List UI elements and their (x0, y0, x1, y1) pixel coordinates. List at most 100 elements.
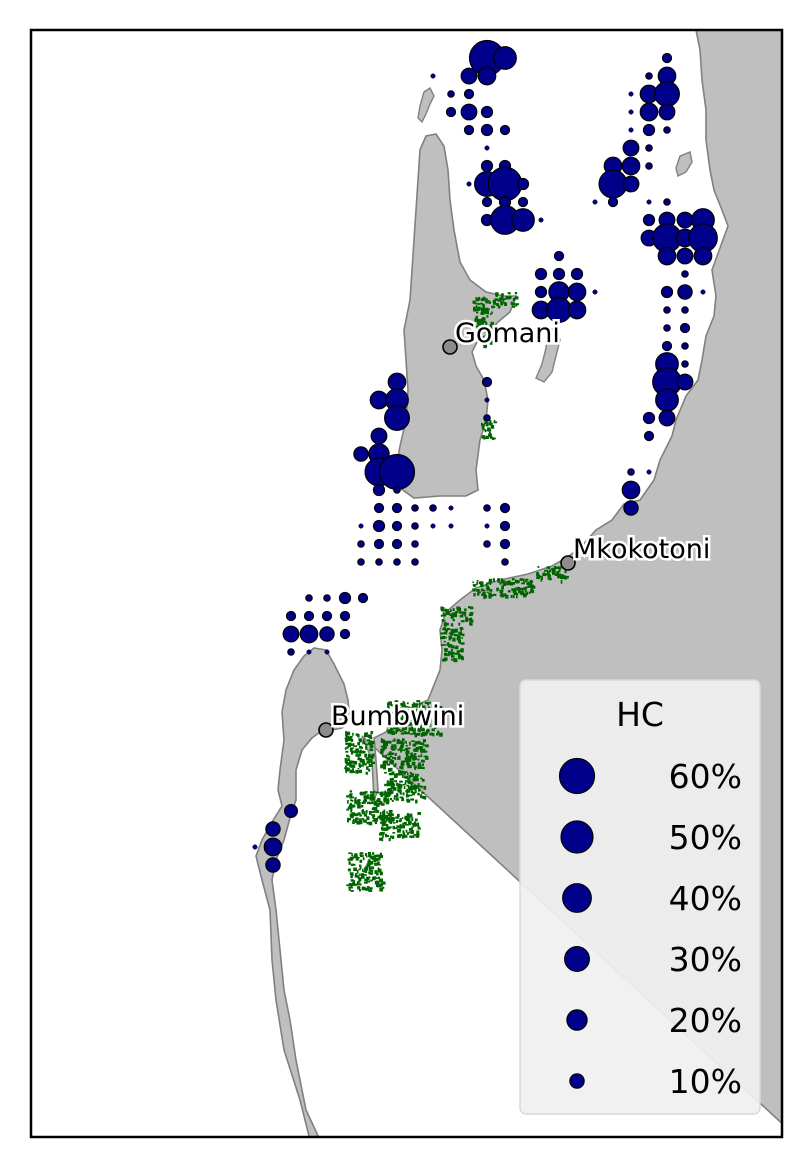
mangrove-pixel (349, 872, 354, 875)
mangrove-pixel (396, 719, 400, 722)
mangrove-pixel (357, 886, 361, 890)
legend-marker (562, 883, 592, 913)
mangrove-pixel (393, 714, 396, 718)
mangrove-pixel (410, 714, 415, 717)
hc-bubble (676, 373, 694, 391)
hc-bubble (693, 246, 713, 266)
mangrove-pixel (391, 777, 395, 781)
mangrove-pixel (368, 821, 373, 826)
mangrove-pixel (351, 812, 356, 816)
mangrove-pixel (358, 763, 361, 768)
legend-label: 40% (669, 879, 742, 918)
hc-bubble (592, 199, 598, 205)
mangrove-pixel (361, 876, 364, 878)
mangrove-pixel (407, 706, 410, 708)
mangrove-pixel (427, 719, 430, 724)
mangrove-pixel (380, 821, 383, 824)
mangrove-pixel (488, 581, 492, 584)
mangrove-pixel (410, 783, 413, 788)
mangrove-pixel (408, 727, 411, 731)
mangrove-pixel (484, 343, 487, 345)
mangrove-pixel (486, 585, 489, 589)
mangrove-pixel (408, 775, 411, 779)
mangrove-pixel (357, 756, 360, 759)
hc-bubble (447, 90, 455, 98)
mangrove-pixel (379, 884, 382, 888)
mangrove-pixel (423, 732, 428, 736)
mangrove-pixel (460, 620, 465, 623)
mangrove-pixel (556, 571, 559, 574)
legend-marker (564, 946, 590, 972)
mangrove-pixel (481, 588, 484, 591)
mangrove-pixel (358, 879, 361, 883)
mangrove-pixel (479, 581, 484, 586)
mangrove-pixel (346, 754, 349, 758)
mangrove-pixel (347, 743, 351, 747)
mangrove-pixel (542, 573, 547, 577)
mangrove-pixel (359, 883, 362, 886)
mangrove-pixel (381, 881, 386, 885)
mangrove-pixel (407, 781, 411, 784)
mangrove-pixel (352, 804, 355, 808)
mangrove-pixel (402, 742, 405, 745)
mangrove-pixel (501, 585, 504, 590)
mangrove-pixel (524, 580, 527, 583)
mangrove-pixel (443, 622, 447, 627)
mangrove-pixel (417, 758, 420, 761)
mangrove-pixel (503, 298, 506, 301)
mangrove-pixel (412, 793, 416, 796)
hc-bubble (448, 523, 454, 529)
mangrove-pixel (398, 740, 400, 744)
hc-bubble (622, 175, 640, 193)
mangrove-pixel (387, 721, 392, 725)
mangrove-pixel (379, 887, 384, 892)
mangrove-pixel (357, 758, 360, 761)
mangrove-pixel (486, 310, 489, 314)
mangrove-pixel (463, 611, 467, 615)
hc-bubble (622, 139, 640, 157)
mangrove-pixel (443, 640, 446, 643)
mangrove-pixel (530, 587, 534, 590)
mangrove-pixel (372, 820, 376, 822)
mangrove-pixel (368, 802, 372, 805)
mangrove-pixel (478, 323, 482, 326)
hc-bubble (375, 558, 383, 566)
mangrove-pixel (423, 748, 426, 752)
legend-marker (558, 757, 596, 795)
hc-bubble (372, 519, 386, 533)
hc-bubble (265, 857, 281, 873)
town-gomani: Gomani (442, 316, 562, 355)
hc-bubble (429, 504, 437, 512)
mangrove-pixel (431, 719, 435, 724)
mangrove-pixel (393, 788, 396, 791)
mangrove-pixel (406, 816, 410, 820)
mangrove-pixel (395, 816, 399, 819)
mangrove-pixel (399, 746, 403, 749)
mangrove-pixel (480, 326, 484, 331)
mangrove-pixel (419, 746, 423, 749)
hc-bubble (628, 91, 634, 97)
mangrove-pixel (388, 790, 393, 794)
mangrove-pixel (363, 819, 367, 823)
mangrove-pixel (348, 817, 351, 821)
mangrove-pixel (526, 592, 529, 596)
legend-marker (566, 1009, 588, 1031)
mangrove-pixel (354, 797, 357, 800)
mangrove-pixel (425, 729, 430, 733)
hc-bubble (484, 397, 490, 403)
mangrove-pixel (525, 578, 529, 581)
mangrove-pixel (366, 758, 370, 761)
hc-bubble (285, 610, 297, 622)
mangrove-pixel (511, 578, 515, 581)
mangrove-pixel (387, 702, 389, 707)
mangrove-pixel (399, 740, 403, 744)
mangrove-pixel (350, 890, 354, 892)
mangrove-pixel (507, 292, 510, 295)
hc-bubble (411, 540, 419, 548)
mangrove-pixel (394, 746, 397, 750)
mangrove-pixel (363, 791, 367, 794)
mangrove-pixel (482, 305, 485, 310)
mangrove-pixel (424, 724, 428, 728)
mangrove-pixel (417, 726, 420, 730)
